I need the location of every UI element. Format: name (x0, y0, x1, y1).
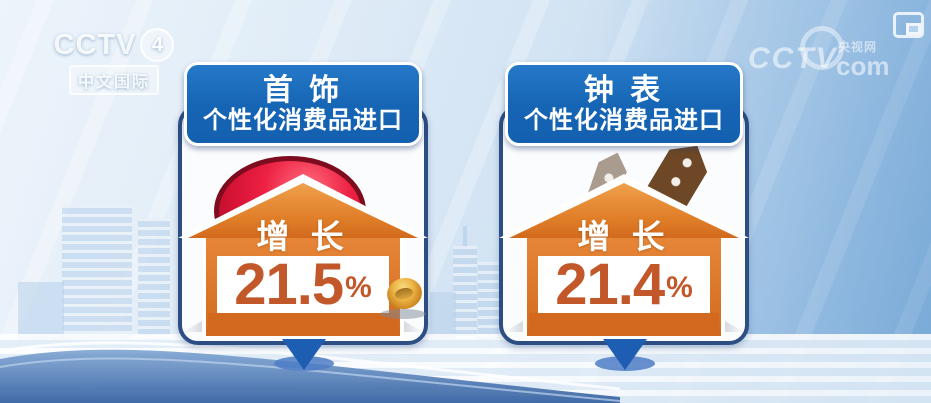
card-title: 钟 表 (583, 73, 665, 107)
growth-label: 增 长 (256, 218, 350, 255)
watermark-circle-icon (800, 26, 844, 70)
cctv4-logo: CCTV 4 中文国际 (46, 28, 182, 95)
gold-ring-shadow (380, 309, 426, 319)
skyline-building (62, 205, 132, 340)
growth-arrow-base-band (529, 313, 719, 336)
skyline-building (453, 246, 477, 340)
cctv4-logo-text: CCTV (53, 28, 137, 61)
watermark-cn-name: 央视网 (838, 40, 878, 54)
picture-in-picture-inner-rect (906, 23, 921, 35)
skyline-spire (463, 226, 467, 248)
card-subtitle: 个性化消费品进口 (524, 106, 724, 134)
stat-card-watches: 增 长 21.4 % 钟 表 个性化消费品进口 (499, 62, 749, 374)
growth-arrow-base-band (208, 313, 398, 336)
growth-unit: % (666, 271, 693, 304)
skyline-building (430, 292, 456, 340)
growth-unit: % (345, 271, 372, 304)
growth-value: 21.5 (234, 252, 344, 317)
skyline-building (138, 218, 170, 340)
picture-in-picture-icon (893, 12, 924, 38)
card-header: 钟 表 个性化消费品进口 (505, 62, 743, 146)
cctv4-channel-number: 4 (140, 28, 175, 62)
cctvcom-watermark: CCTV 央视网 com (748, 26, 908, 82)
gold-ring-hole (394, 286, 414, 301)
card-header: 首 饰 个性化消费品进口 (184, 62, 422, 146)
stat-card-jewelry: 增 长 21.5 % 首 饰 个性化消费品进口 (178, 62, 428, 374)
growth-value: 21.4 (555, 252, 665, 317)
cctv4-logo-subtitle: 中文国际 (68, 65, 159, 95)
skyline-building (18, 282, 64, 340)
card-title: 首 饰 (262, 73, 344, 107)
watermark-suffix: com (836, 51, 890, 81)
growth-value-box: 21.5 % (217, 252, 389, 317)
background-wave (0, 341, 620, 403)
card-subtitle: 个性化消费品进口 (203, 106, 403, 134)
growth-label: 增 长 (577, 218, 671, 255)
growth-value-box: 21.4 % (538, 252, 710, 317)
